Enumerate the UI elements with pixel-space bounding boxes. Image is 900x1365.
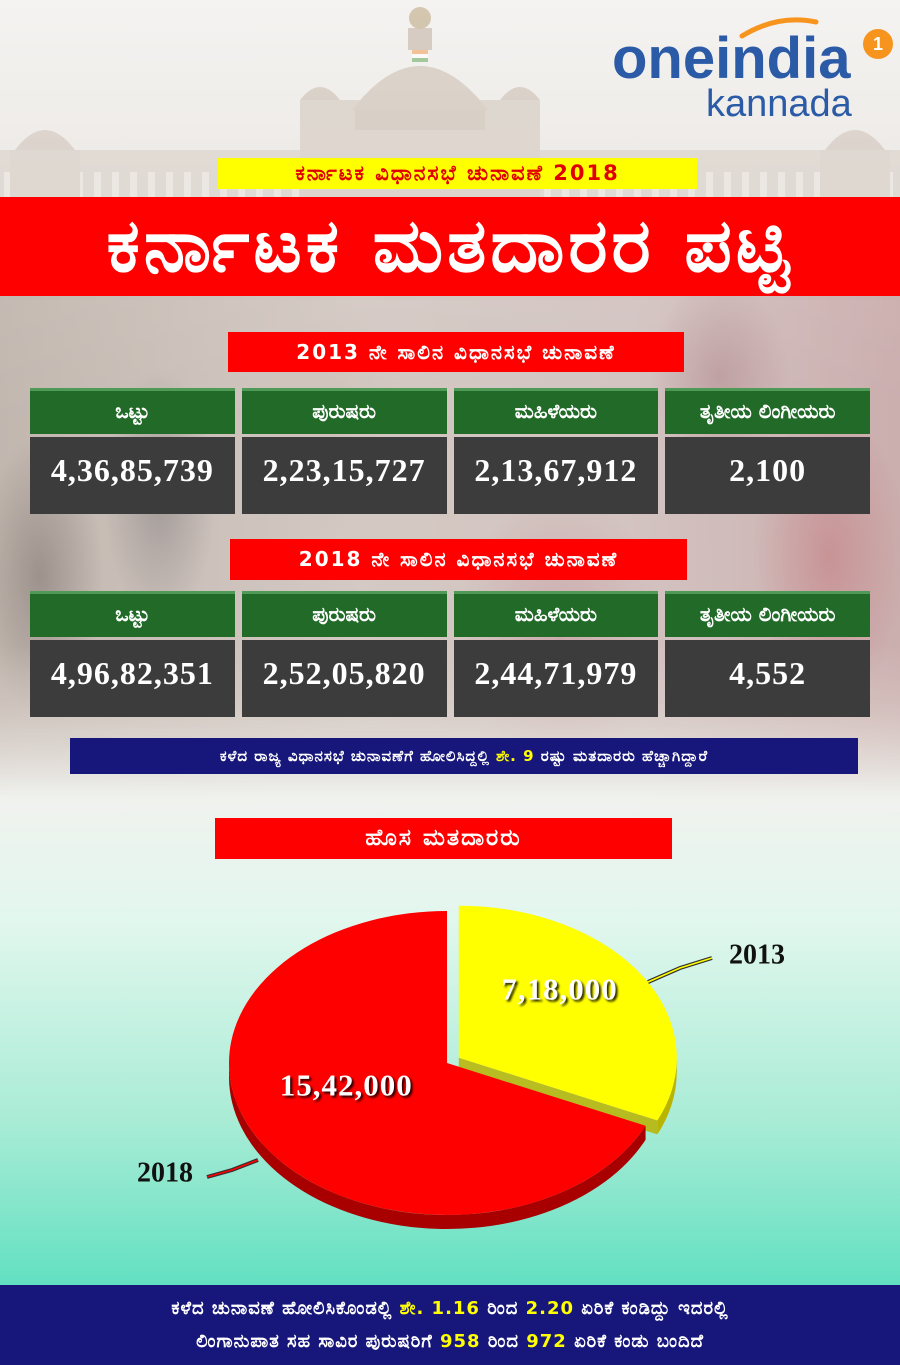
footer-bar: ಕಳೆದ ಚುನಾವಣೆ ಹೋಲಿಸಿಕೊಂಡಲ್ಲಿ ಶೇ. 1.16 ರಿಂ… [0, 1285, 900, 1365]
footer-line-2: ಲಿಂಗಾನುಪಾತ ಸಹ ಸಾವಿರ ಪುರುಷರಿಗೆ 958 ರಿಂದ 9… [0, 1325, 900, 1358]
value-women: 2,44,71,979 [453, 640, 659, 717]
pie-slices [228, 905, 677, 1229]
value-men: 2,23,15,727 [241, 437, 447, 514]
footer-text: ಲಿಂಗಾನುಪಾತ ಸಹ ಸಾವಿರ ಪುರುಷರಿಗೆ [196, 1331, 440, 1352]
footer-highlight: 972 [526, 1331, 567, 1352]
footer-highlight: 958 [440, 1331, 481, 1352]
new-voters-pie-chart: 7,18,000 15,42,000 2013 2018 [137, 905, 785, 1229]
footer-highlight: 2.20 [525, 1298, 575, 1319]
logo-subtitle: kannada [706, 83, 852, 125]
leader-line-2018 [206, 1158, 259, 1179]
value-third-gender: 2,100 [665, 437, 870, 514]
growth-note-bar: ಕಳೆದ ರಾಜ್ಯ ವಿಧಾನಸಭೆ ಚುನಾವಣೆಗೆ ಹೋಲಿಸಿದ್ದಲ… [70, 738, 858, 774]
header-women: ಮಹಿಳೆಯರು [453, 388, 659, 434]
slice-side-2013 [657, 1057, 677, 1135]
category-label-2018: 2018 [137, 1157, 193, 1188]
footer-text: ಏರಿಕೆ ಕಂಡಿದ್ದು ಇದರಲ್ಲಿ [574, 1298, 729, 1319]
logo-badge-text: 1 [873, 34, 883, 54]
pie-slice-2013 [458, 905, 677, 1121]
logo-badge-icon [863, 29, 893, 59]
logo-marks: 1 [739, 17, 893, 59]
header-men: ಪುರುಷರು [241, 591, 447, 637]
logo-wordmark: oneindia [612, 26, 851, 91]
page-title: ಕರ್ನಾಟಕ ಮತದಾರರ ಪಟ್ಟಿ [0, 197, 900, 296]
chart-title: ಹೊಸ ಮತದಾರರು [215, 818, 672, 859]
note-text: ಕಳೆದ ರಾಜ್ಯ ವಿಧಾನಸಭೆ ಚುನಾವಣೆಗೆ ಹೋಲಿಸಿದ್ದಲ… [219, 747, 497, 765]
footer-text: ಏರಿಕೆ ಕಂಡು ಬಂದಿದೆ [566, 1331, 704, 1352]
footer-text: ರಿಂದ [479, 1298, 526, 1319]
value-men: 2,52,05,820 [241, 640, 447, 717]
footer-line-1: ಕಳೆದ ಚುನಾವಣೆ ಹೋಲಿಸಿಕೊಂಡಲ್ಲಿ ಶೇ. 1.16 ರಿಂ… [0, 1292, 900, 1325]
section-label-2013: 2013 ನೇ ಸಾಲಿನ ವಿಧಾನಸಭೆ ಚುನಾವಣೆ [228, 332, 684, 372]
voter-table-2013: ಒಟ್ಟು ಪುರುಷರು ಮಹಿಳೆಯರು ತೃತೀಯ ಲಿಂಗೀಯರು 4,… [30, 388, 870, 514]
slice-value-label-2018: 15,42,000 [280, 1067, 413, 1102]
voter-table-2018: ಒಟ್ಟು ಪುರುಷರು ಮಹಿಳೆಯರು ತೃತೀಯ ಲಿಂಗೀಯರು 4,… [30, 591, 870, 717]
header-men: ಪುರುಷರು [241, 388, 447, 434]
value-total: 4,36,85,739 [30, 437, 235, 514]
header-third-gender: ತೃತೀಯ ಲಿಂಗೀಯರು [665, 388, 870, 434]
election-subtitle-banner: ಕರ್ನಾಟಕ ವಿಧಾನಸಭೆ ಚುನಾವಣೆ 2018 [218, 158, 697, 189]
section-label-2018: 2018 ನೇ ಸಾಲಿನ ವಿಧಾನಸಭೆ ಚುನಾವಣೆ [230, 539, 687, 580]
note-highlight-percent: ಶೇ. 9 [496, 747, 535, 765]
footer-highlight: ಶೇ. 1.16 [399, 1298, 480, 1319]
header-third-gender: ತೃತೀಯ ಲಿಂಗೀಯರು [665, 591, 870, 637]
header-total: ಒಟ್ಟು [30, 388, 235, 434]
header-women: ಮಹಿಳೆಯರು [453, 591, 659, 637]
logo-swoosh-icon [739, 17, 819, 39]
footer-text: ರಿಂದ [480, 1331, 527, 1352]
pie-slice-2018 [228, 911, 646, 1215]
note-text: ರಷ್ಟು ಮತದಾರರು ಹೆಚ್ಚಾಗಿದ್ದಾರೆ [534, 747, 709, 765]
value-third-gender: 4,552 [665, 640, 870, 717]
leader-line-2013 [647, 956, 713, 984]
value-women: 2,13,67,912 [453, 437, 659, 514]
slice-value-label-2013: 7,18,000 [501, 972, 618, 1007]
value-total: 4,96,82,351 [30, 640, 235, 717]
header-total: ಒಟ್ಟು [30, 591, 235, 637]
footer-text: ಕಳೆದ ಚುನಾವಣೆ ಹೋಲಿಸಿಕೊಂಡಲ್ಲಿ [171, 1298, 400, 1319]
category-label-2013: 2013 [729, 939, 785, 970]
